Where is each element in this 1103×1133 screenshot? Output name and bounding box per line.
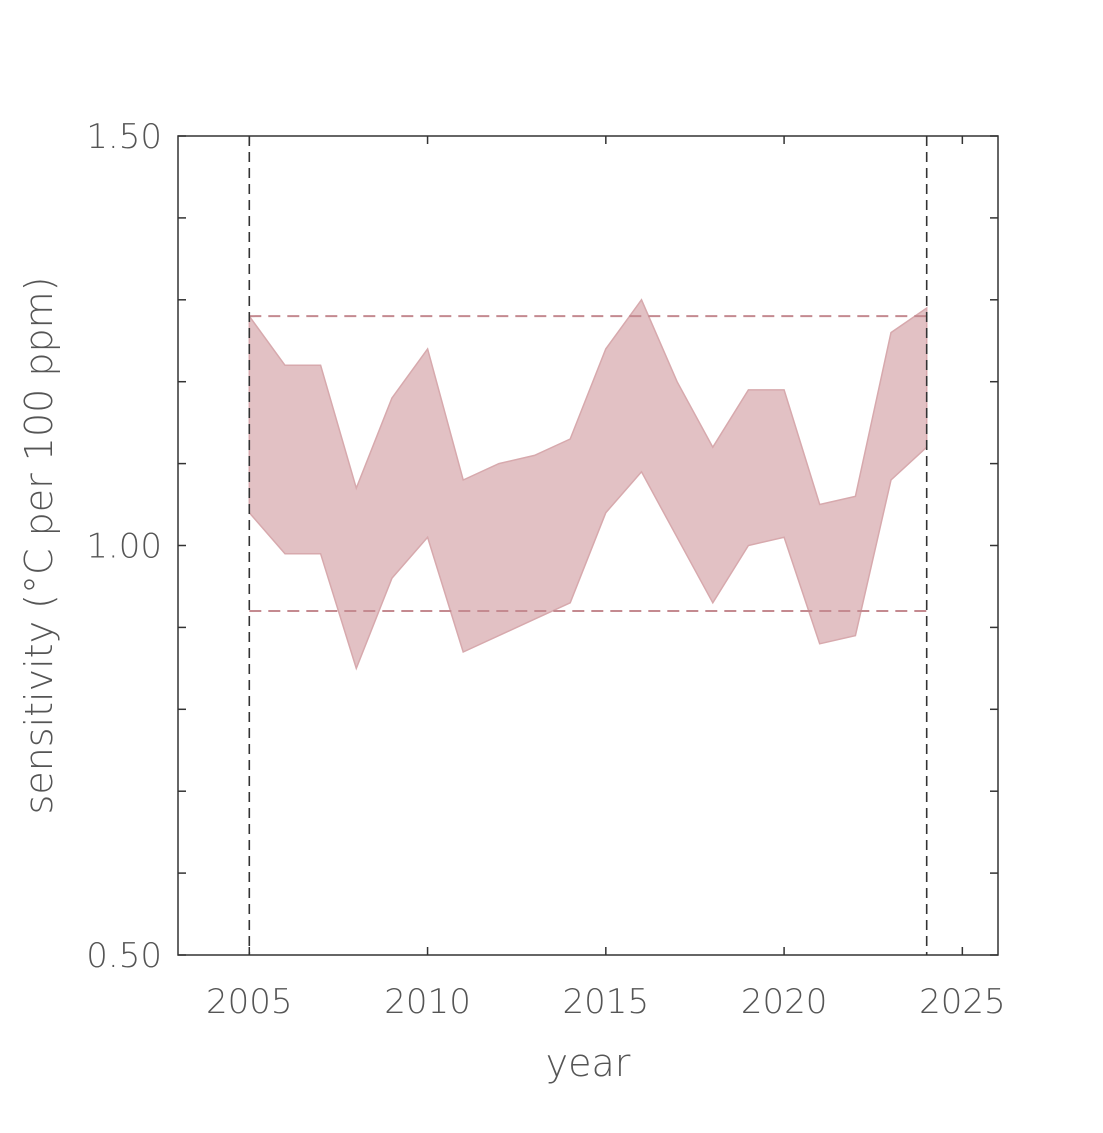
sensitivity-band: [248, 298, 928, 671]
reference-lines: [248, 136, 928, 955]
axis-ticks: [178, 135, 998, 956]
x-tick-label: 2010: [384, 982, 471, 1022]
x-tick-label: 2025: [919, 982, 1006, 1022]
tick-labels: 2005 2010 2015 2020 2025 0.50 1.00 1.50: [86, 117, 1005, 1022]
band-layer: [248, 298, 928, 671]
x-axis-title: year: [546, 1041, 631, 1085]
y-tick-label: 1.00: [86, 527, 162, 567]
y-axis-title: sensitivity (°C per 100 ppm): [17, 277, 61, 815]
y-tick-label: 1.50: [86, 117, 162, 157]
y-tick-label: 0.50: [86, 936, 162, 976]
x-tick-label: 2005: [206, 982, 293, 1022]
x-tick-label: 2020: [741, 982, 828, 1022]
x-tick-label: 2015: [563, 982, 650, 1022]
